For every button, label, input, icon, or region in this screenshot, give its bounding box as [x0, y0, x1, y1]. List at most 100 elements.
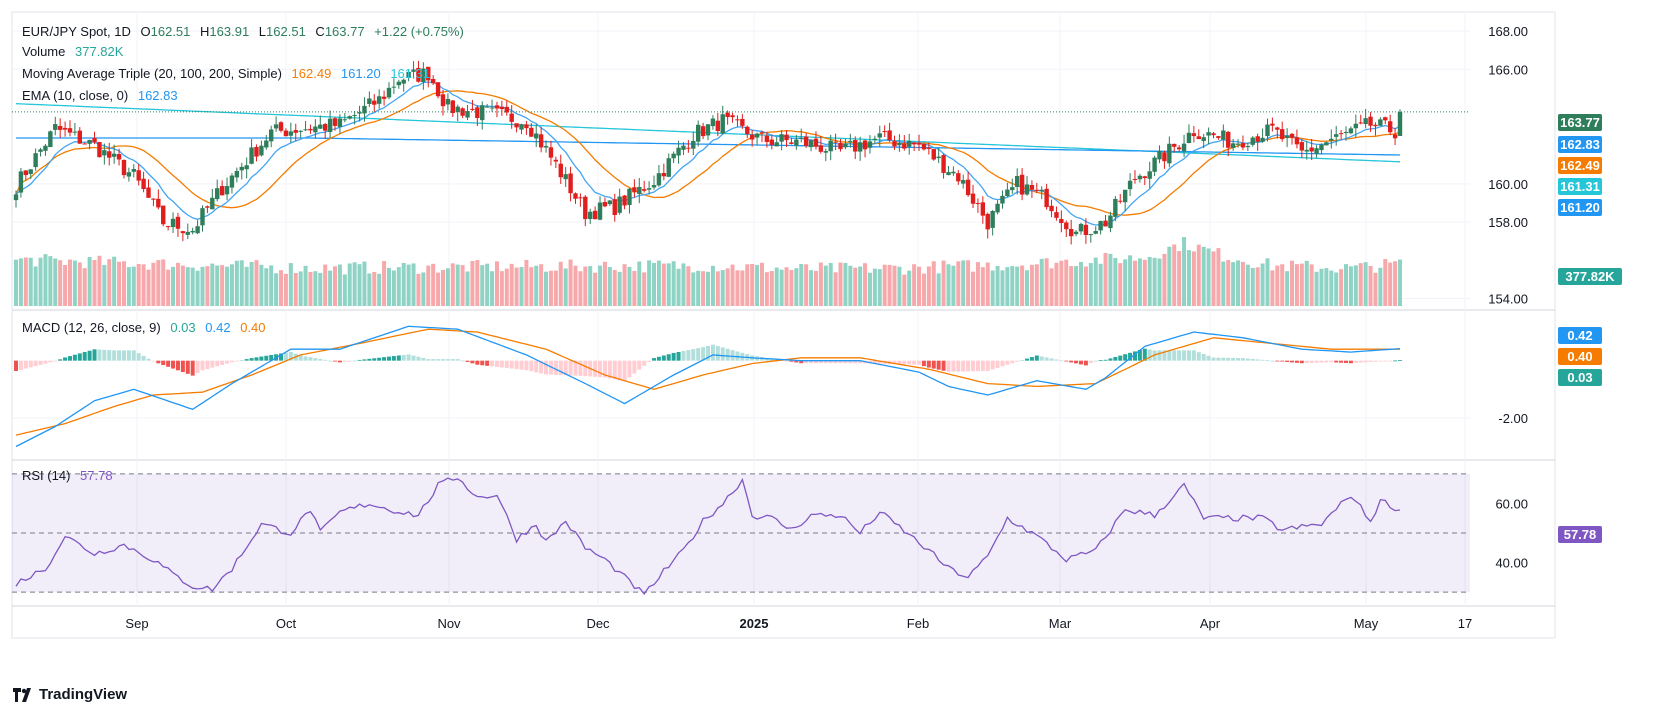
volume-bar-163 [813, 270, 818, 306]
volume-bar-270 [1339, 269, 1344, 306]
legend-volume-row[interactable]: Volume 377.82K [22, 44, 123, 59]
volume-bar-32 [171, 266, 176, 306]
candle-body-152 [759, 132, 765, 134]
macd-hist-bar-252 [1250, 358, 1255, 361]
candle-body-219 [1088, 234, 1094, 236]
volume-bar-105 [529, 267, 534, 306]
macd-hist-bar-29 [156, 360, 161, 364]
candle-body-74 [376, 96, 382, 104]
candle-body-93 [470, 108, 475, 110]
macd-hist-bar-38 [200, 360, 205, 371]
legend-macd-row[interactable]: MACD (12, 26, close, 9) 0.03 0.42 0.40 [22, 320, 266, 335]
volume-bar-263 [1304, 260, 1309, 306]
volume-bar-151 [755, 265, 760, 306]
macd-hist-bar-212 [1054, 359, 1059, 361]
macd-hist-bar-62 [318, 358, 323, 361]
macd-hist-value: 0.03 [170, 320, 196, 335]
macd-signal-value: 0.40 [240, 320, 266, 335]
volume-bar-73 [372, 271, 377, 306]
candle-body-17 [97, 141, 102, 158]
volume-bar-207 [1029, 264, 1034, 306]
candle-body-58 [298, 130, 303, 132]
candle-body-174 [867, 141, 873, 148]
volume-bar-100 [504, 268, 509, 306]
volume-bar-226 [1123, 259, 1128, 306]
macd-hist-bar-105 [529, 360, 534, 372]
ema-value: 162.83 [137, 88, 178, 103]
candle-body-212 [1054, 212, 1059, 218]
volume-bar-265 [1314, 271, 1319, 306]
macd-hist-bar-192 [956, 360, 961, 372]
volume-bar-149 [745, 264, 750, 306]
legend-rsi-row[interactable]: RSI (14) 57.78 [22, 468, 113, 483]
legend-ma-row[interactable]: Moving Average Triple (20, 100, 200, Sim… [22, 66, 430, 81]
legend-ema-row[interactable]: EMA (10, close, 0) 162.83 [22, 88, 178, 103]
volume-bar-154 [769, 271, 774, 306]
macd-hist-bar-129 [647, 360, 652, 362]
macd-label: MACD (12, 26, close, 9) [22, 320, 161, 335]
volume-bar-209 [1039, 258, 1044, 306]
volume-bar-200 [995, 266, 1000, 306]
candle-body-31 [165, 226, 171, 228]
volume-bar-12 [72, 260, 77, 306]
macd-hist-bar-208 [1034, 355, 1039, 361]
macd-hist-bar-264 [1309, 360, 1314, 363]
macd-hist-bar-251 [1245, 358, 1250, 361]
candle-body-45 [234, 170, 240, 178]
macd-hist-bar-245 [1216, 357, 1221, 361]
macd-hist-bar-225 [1118, 355, 1123, 361]
macd-hist-bar-185 [921, 360, 926, 367]
volume-bar-7 [48, 256, 53, 306]
volume-bar-69 [352, 262, 357, 306]
macd-hist-bar-184 [917, 360, 922, 365]
volume-bar-137 [686, 266, 691, 306]
volume-bar-276 [1368, 266, 1373, 306]
candle-body-281 [1392, 134, 1398, 139]
volume-bar-93 [470, 261, 475, 306]
volume-bar-2 [23, 257, 28, 306]
candle-body-60 [308, 128, 313, 131]
candle-body-170 [848, 140, 853, 142]
macd-hist-bar-41 [215, 360, 220, 367]
volume-bar-257 [1275, 265, 1280, 306]
macd-hist-bar-164 [818, 360, 823, 364]
macd-hist-bar-113 [568, 360, 573, 376]
candle-body-147 [735, 119, 740, 121]
candle-body-48 [249, 147, 254, 164]
volume-bar-41 [215, 265, 220, 306]
candle-body-24 [131, 168, 136, 172]
rsi-axis-label-0: 60.00 [1495, 496, 1528, 511]
ema10-line [15, 81, 1401, 226]
macd-hist-bar-65 [333, 360, 338, 362]
symbol-title: EUR/JPY Spot, 1D [22, 24, 131, 39]
candle-body-246 [1221, 130, 1226, 140]
volume-bar-17 [97, 255, 102, 306]
volume-bar-107 [539, 264, 544, 306]
macd-hist-bar-279 [1383, 360, 1388, 362]
candle-body-51 [264, 140, 269, 148]
tradingview-logo[interactable]: TradingView [13, 686, 127, 703]
candle-body-196 [975, 203, 981, 205]
volume-bar-164 [818, 262, 823, 306]
volume-bar-153 [764, 272, 769, 306]
volume-bar-145 [725, 268, 730, 306]
macd-hist-bar-25 [136, 353, 141, 361]
candle-body-53 [273, 124, 279, 129]
ma20-value: 162.49 [291, 66, 332, 81]
macd-hist-bar-68 [347, 360, 352, 362]
candle-body-269 [1333, 134, 1339, 137]
macd-hist-bar-7 [48, 360, 53, 363]
volume-bar-124 [622, 264, 627, 306]
volume-bar-103 [519, 266, 524, 306]
volume-bar-67 [342, 274, 347, 306]
volume-bar-274 [1358, 263, 1363, 306]
volume-bar-24 [131, 266, 136, 306]
volume-bar-159 [794, 268, 799, 306]
volume-bar-282 [1398, 259, 1402, 306]
volume-bar-119 [598, 265, 603, 306]
macd-hist-bar-131 [656, 356, 661, 361]
volume-bar-57 [293, 272, 298, 306]
candle-body-59 [303, 129, 308, 131]
candle-body-189 [941, 155, 946, 173]
